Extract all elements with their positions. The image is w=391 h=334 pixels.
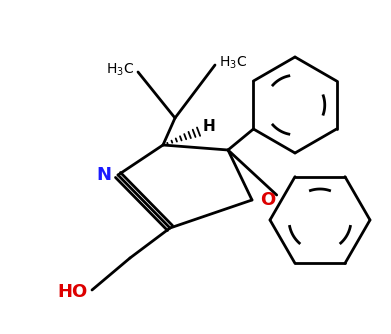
Text: H$_3$C: H$_3$C	[106, 62, 134, 78]
Text: O: O	[260, 191, 276, 209]
Text: H: H	[203, 119, 215, 134]
Text: HO: HO	[58, 283, 88, 301]
Text: H$_3$C: H$_3$C	[219, 55, 247, 71]
Text: N: N	[97, 166, 111, 184]
